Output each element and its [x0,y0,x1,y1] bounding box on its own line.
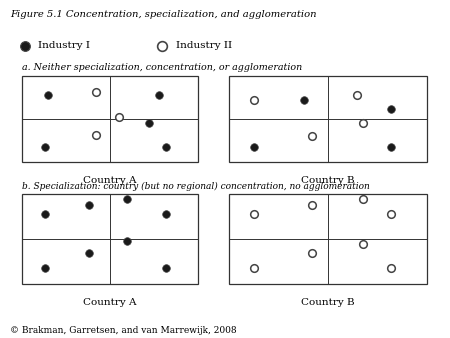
Text: b. Specialization: country (but no regional) concentration, no agglomeration: b. Specialization: country (but no regio… [22,182,369,191]
Text: Industry I: Industry I [38,41,90,50]
Bar [22,194,198,284]
Text: Country B: Country B [301,176,355,185]
Text: Figure 5.1 Concentration, specialization, and agglomeration: Figure 5.1 Concentration, specialization… [10,10,316,19]
Bar [22,76,198,162]
Bar [229,194,427,284]
Bar [229,76,427,162]
Text: Country A: Country A [83,176,136,185]
Text: Industry II: Industry II [176,41,232,50]
Text: © Brakman, Garretsen, and van Marrewijk, 2008: © Brakman, Garretsen, and van Marrewijk,… [10,326,237,335]
Text: Country B: Country B [301,298,355,307]
Text: Country A: Country A [83,298,136,307]
Text: a. Neither specialization, concentration, or agglomeration: a. Neither specialization, concentration… [22,63,302,72]
